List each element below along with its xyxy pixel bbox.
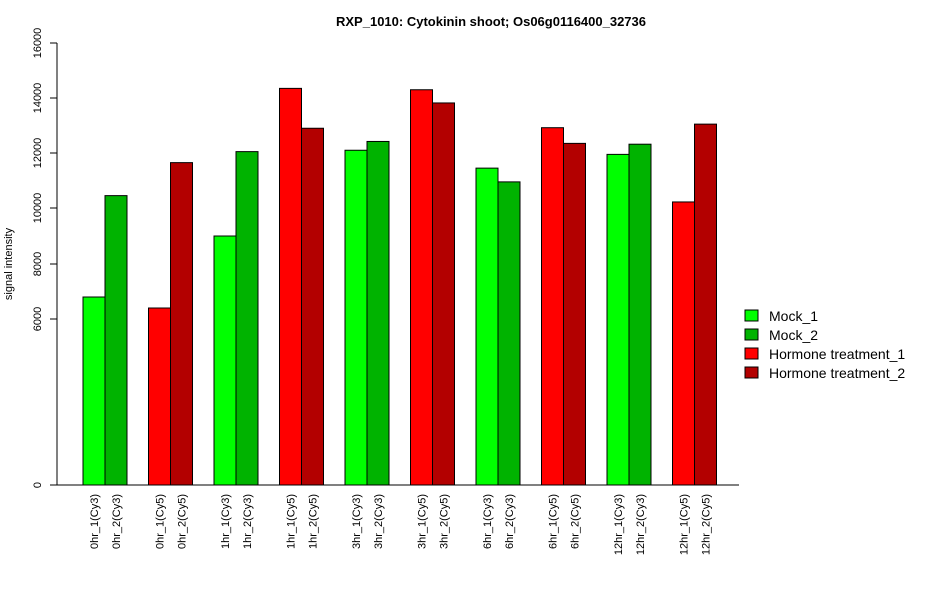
chart-title: RXP_1010: Cytokinin shoot; Os06g0116400_… xyxy=(336,14,646,29)
x-tick-label: 12hr_1(Cy5) xyxy=(679,494,691,555)
bar xyxy=(170,162,193,486)
y-tick-label: 14000 xyxy=(32,83,44,114)
bar xyxy=(672,201,695,486)
bar xyxy=(366,140,390,486)
bar xyxy=(432,102,455,486)
bar xyxy=(82,296,106,486)
x-tick-label: 6hr_1(Cy5) xyxy=(548,494,560,549)
x-tick-label: 6hr_2(Cy3) xyxy=(504,494,516,549)
x-tick-label: 1hr_1(Cy5) xyxy=(286,494,298,549)
x-tick-label: 6hr_2(Cy5) xyxy=(570,494,582,549)
bar xyxy=(148,307,171,486)
legend-label: Hormone treatment_1 xyxy=(769,346,905,362)
x-tick-label: 0hr_2(Cy5) xyxy=(177,494,189,549)
bar xyxy=(344,149,368,486)
y-tick-label: 12000 xyxy=(32,138,44,169)
x-tick-label: 3hr_1(Cy5) xyxy=(417,494,429,549)
x-tick-label: 3hr_2(Cy3) xyxy=(373,494,385,549)
legend-swatch xyxy=(744,309,759,322)
x-tick-label: 12hr_1(Cy3) xyxy=(613,494,625,555)
x-tick-label: 0hr_1(Cy5) xyxy=(155,494,167,549)
bar xyxy=(606,153,630,486)
x-tick-label: 12hr_2(Cy5) xyxy=(701,494,713,555)
x-tick-label: 6hr_1(Cy3) xyxy=(482,494,494,549)
bar xyxy=(541,127,564,486)
x-axis-tick-labels: 0hr_1(Cy3) 0hr_2(Cy3) 0hr_1(Cy5) 0hr_2(Cy5)… xyxy=(89,494,713,555)
y-tick-label: 16000 xyxy=(32,28,44,59)
legend-swatch xyxy=(744,366,759,379)
y-axis-label: signal intensity xyxy=(3,227,15,300)
legend-swatch xyxy=(744,328,759,341)
bars-group xyxy=(82,87,717,486)
bar xyxy=(235,151,259,486)
bar xyxy=(410,89,433,486)
y-tick-label: 6000 xyxy=(32,307,44,331)
legend-swatch xyxy=(744,347,759,360)
legend: Mock_1 Mock_2 Hormone treatment_1 Hormone t… xyxy=(744,308,905,381)
legend-label: Mock_2 xyxy=(769,327,818,343)
x-tick-label: 3hr_2(Cy5) xyxy=(439,494,451,549)
bar xyxy=(563,142,586,486)
y-tick-label: 8000 xyxy=(32,252,44,276)
y-tick-label: 0 xyxy=(32,482,44,488)
bar xyxy=(497,181,521,486)
x-tick-label: 1hr_2(Cy3) xyxy=(242,494,254,549)
bar xyxy=(213,235,237,486)
x-tick-label: 3hr_1(Cy3) xyxy=(351,494,363,549)
legend-label: Mock_1 xyxy=(769,308,818,324)
bar xyxy=(628,143,652,486)
legend-label: Hormone treatment_2 xyxy=(769,365,905,381)
bar xyxy=(475,167,499,486)
x-tick-label: 0hr_1(Cy3) xyxy=(89,494,101,549)
y-axis-ticks: 0 6000 8000 10000 12000 14000 16000 xyxy=(32,28,57,488)
x-tick-label: 1hr_2(Cy5) xyxy=(308,494,320,549)
bar xyxy=(694,123,717,486)
bar xyxy=(301,127,324,486)
y-tick-label: 10000 xyxy=(32,193,44,224)
x-tick-label: 0hr_2(Cy3) xyxy=(111,494,123,549)
x-tick-label: 1hr_1(Cy3) xyxy=(220,494,232,549)
bar xyxy=(104,195,128,486)
x-tick-label: 12hr_2(Cy3) xyxy=(635,494,647,555)
bar xyxy=(279,87,302,486)
